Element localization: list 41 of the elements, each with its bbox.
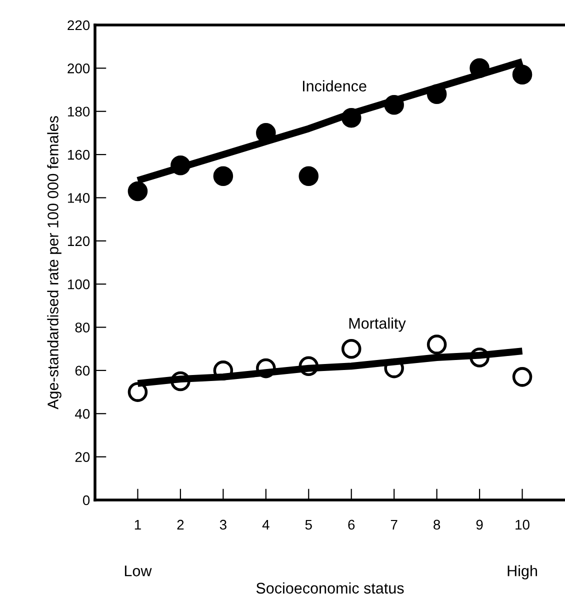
y-tick-label: 0 — [82, 495, 90, 506]
y-tick-label: 200 — [68, 64, 90, 74]
x-tick-label: 6 — [348, 520, 355, 530]
y-tick-label: 220 — [68, 20, 90, 30]
x-tick-label: 5 — [305, 520, 312, 530]
point — [512, 64, 532, 85]
y-axis-title: Age-standardised rate per 100 000 females — [47, 116, 62, 410]
point — [384, 94, 404, 115]
y-tick-label: 160 — [68, 150, 90, 160]
x-tick-label: 8 — [434, 520, 440, 530]
point — [298, 166, 319, 186]
y-tick-label: 40 — [75, 408, 90, 419]
x-tick-label: 7 — [390, 520, 398, 530]
x-tick-label: 9 — [476, 520, 483, 530]
x-axis-title: Socioeconomic status — [256, 582, 404, 594]
point — [170, 155, 190, 176]
x-tick-label: 10 — [516, 520, 530, 530]
text: High — [508, 565, 537, 580]
point — [341, 108, 362, 128]
y-tick-label: 140 — [68, 193, 90, 203]
point — [426, 334, 447, 354]
series-label: Incidence — [302, 80, 366, 92]
y-tick-label: 120 — [68, 236, 90, 246]
y-tick-label: 60 — [75, 366, 90, 376]
point — [128, 181, 148, 202]
x-tick-label: 1 — [134, 520, 141, 530]
point — [470, 58, 490, 78]
series-label: Mortality — [349, 318, 406, 332]
y-tick-label: 180 — [68, 106, 90, 117]
y-tick-label: 100 — [68, 279, 90, 290]
x-tick-label: 2 — [177, 520, 184, 530]
point — [341, 338, 362, 359]
y-tick-label: 20 — [75, 452, 90, 462]
y-tick-label: 80 — [75, 322, 90, 332]
point — [213, 166, 234, 186]
x-tick-label: 3 — [220, 520, 226, 530]
text: Low — [124, 566, 152, 576]
point — [128, 382, 148, 402]
x-tick-label: 4 — [262, 520, 270, 530]
point — [512, 367, 532, 387]
point — [426, 84, 447, 104]
